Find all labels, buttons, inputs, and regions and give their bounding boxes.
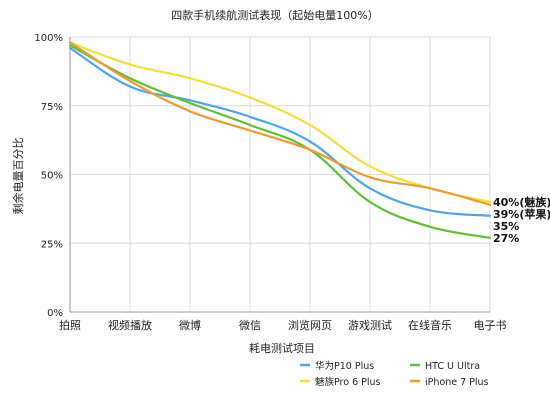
legend-label: HTC U Ultra <box>425 361 480 372</box>
y-tick-label: 75% <box>41 102 63 113</box>
legend: 华为P10 Plus HTC U Ultra 魅族Pro 6 Plus iPhone … <box>300 360 489 388</box>
series-line <box>68 44 492 239</box>
end-value-labels: 40%(魅族)39%(苹果)35%27% <box>493 195 550 245</box>
chart-title: 四款手机续航测试表现（起始电量100%） <box>171 8 378 22</box>
axes <box>69 37 490 313</box>
y-tick-label: 50% <box>41 171 63 182</box>
end-value-label: 40%(魅族) <box>493 195 550 209</box>
x-tick-label: 电子书 <box>474 319 507 332</box>
x-tick-label: 拍照 <box>59 318 81 332</box>
end-value-label: 39%(苹果) <box>493 207 550 221</box>
end-value-label: 35% <box>493 220 519 233</box>
y-tick-label: 25% <box>41 239 63 250</box>
x-tick-label: 微博 <box>179 318 201 332</box>
x-tick-label: 视频播放 <box>108 318 152 332</box>
x-axis-label: 耗电测试项目 <box>249 342 315 355</box>
x-tick-label: 在线音乐 <box>408 318 452 332</box>
series-lines <box>68 41 492 239</box>
y-axis-label: 剩余电量百分比 <box>11 138 25 215</box>
legend-label: 华为P10 Plus <box>315 360 374 372</box>
y-tick-labels: 0% 25% 50% 75% 100% <box>34 33 63 319</box>
y-tick-label: 100% <box>34 33 63 44</box>
x-tick-label: 游戏测试 <box>348 319 392 332</box>
gridlines <box>69 36 491 313</box>
end-value-label: 27% <box>493 232 519 245</box>
x-tick-label: 微信 <box>239 318 261 332</box>
series-line <box>68 41 492 206</box>
legend-label: 魅族Pro 6 Plus <box>315 376 381 388</box>
series-line <box>68 46 492 217</box>
legend-label: iPhone 7 Plus <box>425 377 489 388</box>
x-tick-label: 浏览网页 <box>288 318 332 332</box>
y-tick-label: 0% <box>47 308 63 319</box>
x-tick-labels: 拍照 视频播放 微博 微信 浏览网页 游戏测试 在线音乐 电子书 <box>59 318 507 332</box>
series-line <box>68 41 492 204</box>
